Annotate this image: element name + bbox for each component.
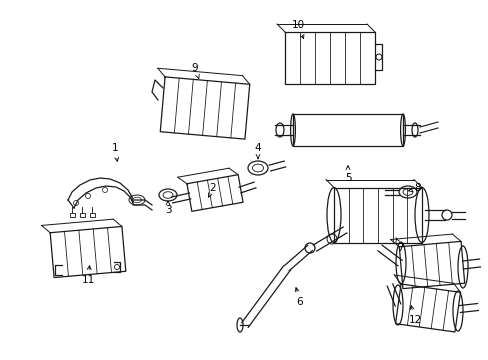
Text: 12: 12 — [407, 306, 421, 325]
Text: 10: 10 — [291, 20, 304, 39]
Text: 5: 5 — [344, 166, 350, 183]
Text: 6: 6 — [295, 288, 303, 307]
Text: 9: 9 — [191, 63, 199, 79]
Text: 1: 1 — [111, 143, 119, 161]
Text: 8: 8 — [407, 183, 421, 193]
Text: 4: 4 — [254, 143, 261, 159]
Text: 2: 2 — [208, 183, 216, 197]
Bar — [89, 213, 94, 217]
Text: 11: 11 — [81, 266, 95, 285]
Bar — [80, 213, 84, 217]
Text: 7: 7 — [395, 238, 403, 253]
Bar — [69, 213, 74, 217]
Text: 3: 3 — [164, 201, 171, 215]
